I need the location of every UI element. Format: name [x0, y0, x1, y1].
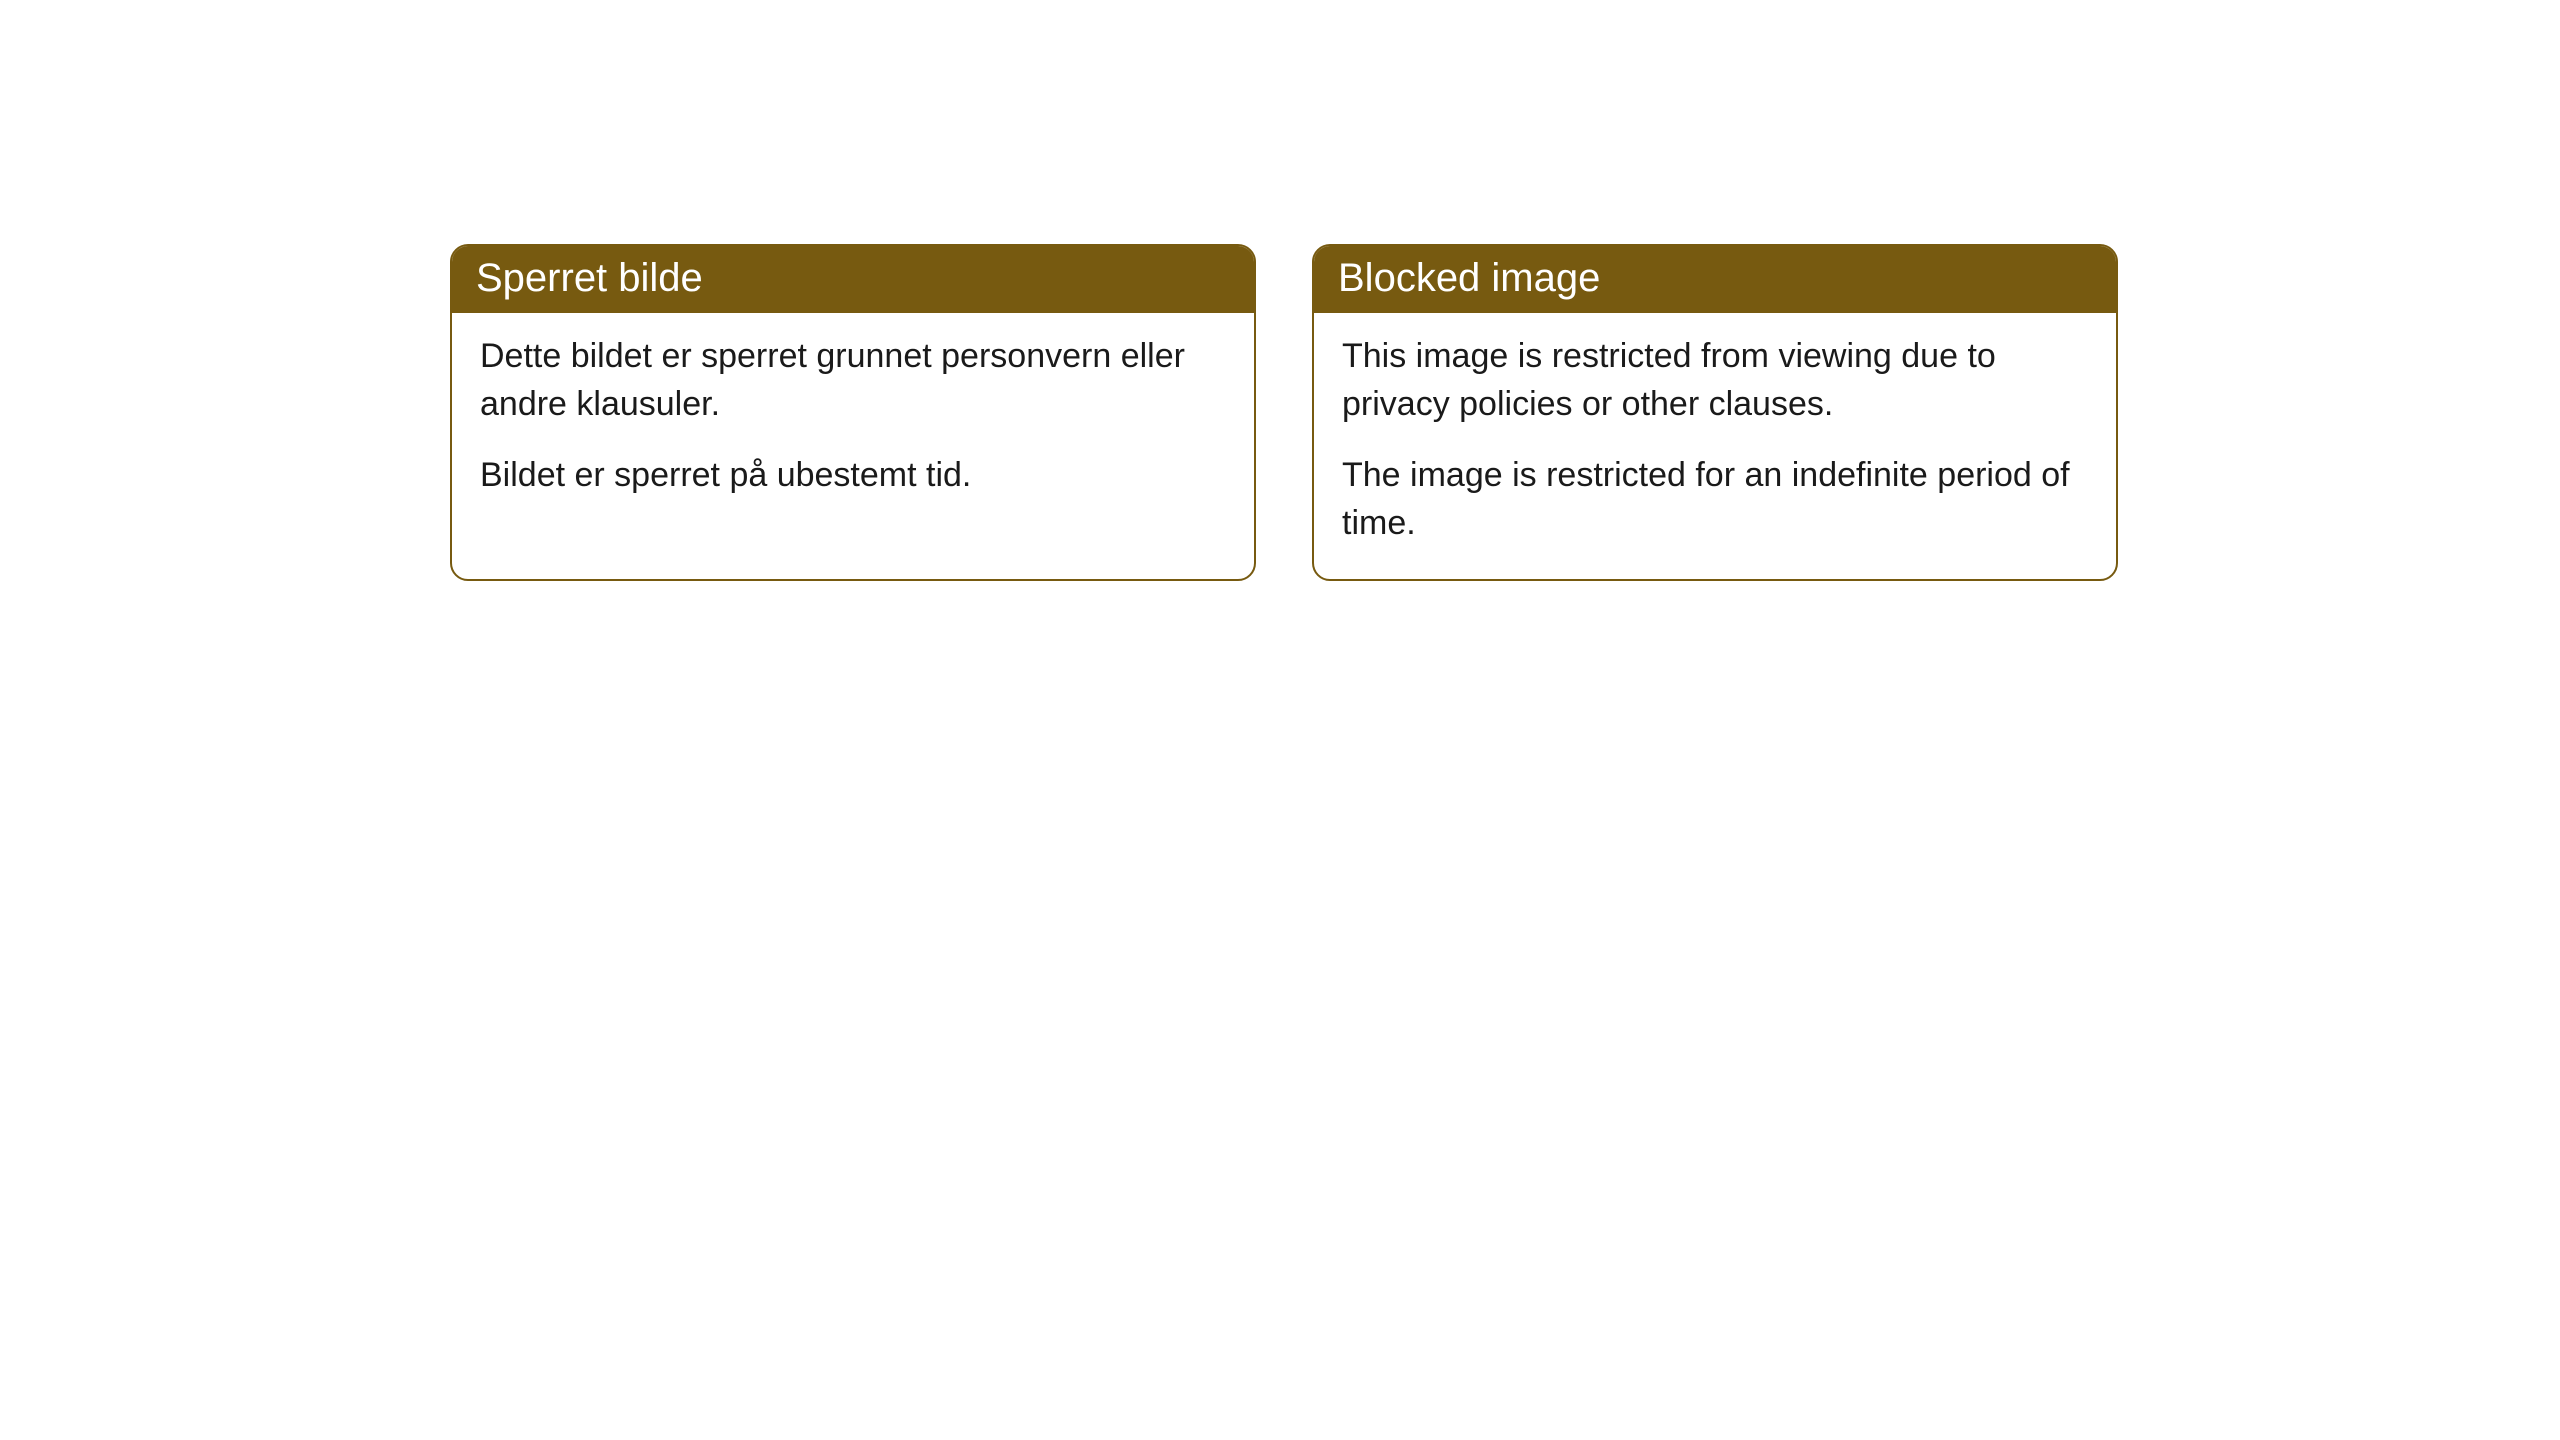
card-paragraph: Dette bildet er sperret grunnet personve… [480, 333, 1226, 428]
card-paragraph: Bildet er sperret på ubestemt tid. [480, 452, 1226, 500]
card-header: Blocked image [1314, 246, 2116, 313]
card-title: Sperret bilde [476, 256, 703, 300]
notice-cards-container: Sperret bilde Dette bildet er sperret gr… [450, 244, 2118, 581]
notice-card-english: Blocked image This image is restricted f… [1312, 244, 2118, 581]
card-header: Sperret bilde [452, 246, 1254, 313]
card-paragraph: This image is restricted from viewing du… [1342, 333, 2088, 428]
card-paragraph: The image is restricted for an indefinit… [1342, 452, 2088, 547]
card-body: This image is restricted from viewing du… [1314, 313, 2116, 579]
notice-card-norwegian: Sperret bilde Dette bildet er sperret gr… [450, 244, 1256, 581]
card-title: Blocked image [1338, 256, 1600, 300]
card-body: Dette bildet er sperret grunnet personve… [452, 313, 1254, 532]
